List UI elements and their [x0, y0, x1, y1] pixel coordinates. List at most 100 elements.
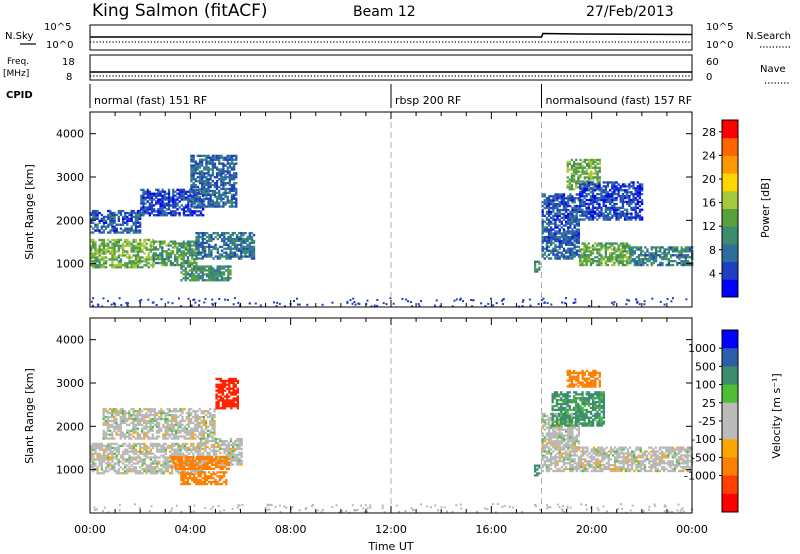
scatter-cell	[180, 261, 183, 265]
scatter-cell	[197, 279, 200, 282]
scatter-cell	[598, 170, 601, 173]
scatter-cell	[227, 247, 230, 250]
scatter-cell	[178, 459, 182, 463]
scatter-cell	[682, 256, 685, 259]
scatter-cell	[613, 261, 616, 265]
scatter-cell	[134, 215, 138, 219]
scatter-cell	[636, 185, 639, 188]
scatter-cell	[635, 246, 638, 249]
scatter-cell	[628, 258, 631, 261]
scatter-cell	[117, 464, 120, 467]
scatter-cell	[180, 267, 183, 270]
scatter-cell	[592, 158, 595, 162]
scatter-cell	[136, 456, 140, 459]
scatter-cell	[573, 168, 576, 171]
scatter-cell	[207, 435, 210, 438]
freq-plot	[90, 71, 692, 77]
scatter-cell	[104, 244, 108, 247]
scatter-cell	[204, 410, 208, 413]
scatter-cell	[191, 267, 194, 270]
scatter-cell	[180, 196, 183, 199]
scatter-cell	[144, 206, 147, 209]
scatter-cell	[646, 258, 649, 261]
scatter-cell	[160, 454, 163, 457]
scatter-cell	[178, 256, 181, 259]
scatter-cell	[124, 466, 127, 469]
scatter-cell	[195, 279, 198, 282]
scatter-cell	[117, 468, 120, 471]
scatter-cell	[252, 255, 256, 258]
scatter-cell	[188, 446, 191, 449]
scatter-cell	[545, 236, 549, 239]
scatter-cell	[575, 184, 578, 187]
freq-label: Freq.	[7, 57, 29, 67]
scatter-cell	[154, 462, 157, 465]
scatter-cell	[556, 203, 559, 206]
scatter-cell	[109, 450, 112, 453]
scatter-cell	[573, 180, 576, 183]
scatter-cell	[139, 301, 142, 304]
scatter-cell	[140, 429, 144, 432]
scatter-cell	[663, 252, 666, 255]
scatter-cell	[613, 250, 616, 253]
scatter-cell	[134, 213, 138, 217]
scatter-cell	[604, 200, 607, 204]
scatter-cell	[630, 202, 633, 206]
scatter-cell	[604, 216, 607, 219]
scatter-cell	[195, 269, 198, 272]
scatter-cell	[121, 417, 124, 421]
scatter-cell	[575, 237, 578, 241]
scatter-cell	[609, 206, 612, 209]
scatter-cell	[227, 441, 230, 445]
scatter-cell	[197, 247, 200, 250]
scatter-cell	[346, 302, 349, 305]
scatter-cell	[626, 195, 629, 198]
scatter-cell	[145, 414, 148, 417]
scatter-cell	[102, 221, 106, 224]
scatter-cell	[571, 208, 574, 212]
scatter-cell	[102, 217, 106, 220]
scatter-cell	[166, 414, 169, 417]
scatter-cell	[250, 245, 254, 248]
scatter-cell	[581, 204, 584, 207]
scatter-cell	[235, 162, 238, 165]
scatter-cell	[187, 208, 190, 211]
scatter-cell	[606, 198, 610, 202]
scatter-cell	[566, 180, 569, 183]
scatter-cell	[577, 232, 580, 235]
scatter-cell	[102, 410, 105, 413]
scatter-cell	[566, 164, 569, 167]
scatter-cell	[587, 242, 590, 245]
scatter-cell	[235, 172, 238, 175]
scatter-cell	[187, 204, 190, 207]
scatter-cell	[635, 248, 638, 251]
scatter-cell	[556, 224, 559, 227]
scatter-cell	[109, 448, 112, 451]
scatter-cell	[575, 240, 578, 243]
scatter-cell	[199, 277, 202, 280]
scatter-cell	[569, 243, 572, 246]
scatter-cell	[130, 209, 133, 213]
scatter-cell	[186, 263, 190, 267]
scatter-cell	[143, 415, 146, 419]
scatter-cell	[109, 456, 112, 459]
scatter-cell	[115, 240, 118, 243]
scatter-cell	[215, 176, 219, 179]
scatter-cell	[122, 250, 125, 253]
scatter-cell	[554, 236, 557, 239]
scatter-cell	[134, 225, 138, 228]
scatter-cell	[161, 248, 164, 251]
scatter-cell	[147, 425, 150, 428]
scatter-cell	[122, 462, 125, 465]
scatter-cell	[98, 262, 101, 265]
scatter-cell	[176, 208, 179, 211]
scatter-cell	[609, 242, 612, 245]
scatter-cell	[107, 209, 110, 213]
scatter-cell	[91, 304, 94, 307]
scatter-cell	[579, 162, 582, 165]
scatter-cell	[115, 431, 118, 434]
scatter-cell	[545, 245, 549, 248]
scatter-cell	[132, 452, 135, 455]
scatter-cell	[132, 468, 135, 471]
scatter-cell	[615, 202, 618, 206]
